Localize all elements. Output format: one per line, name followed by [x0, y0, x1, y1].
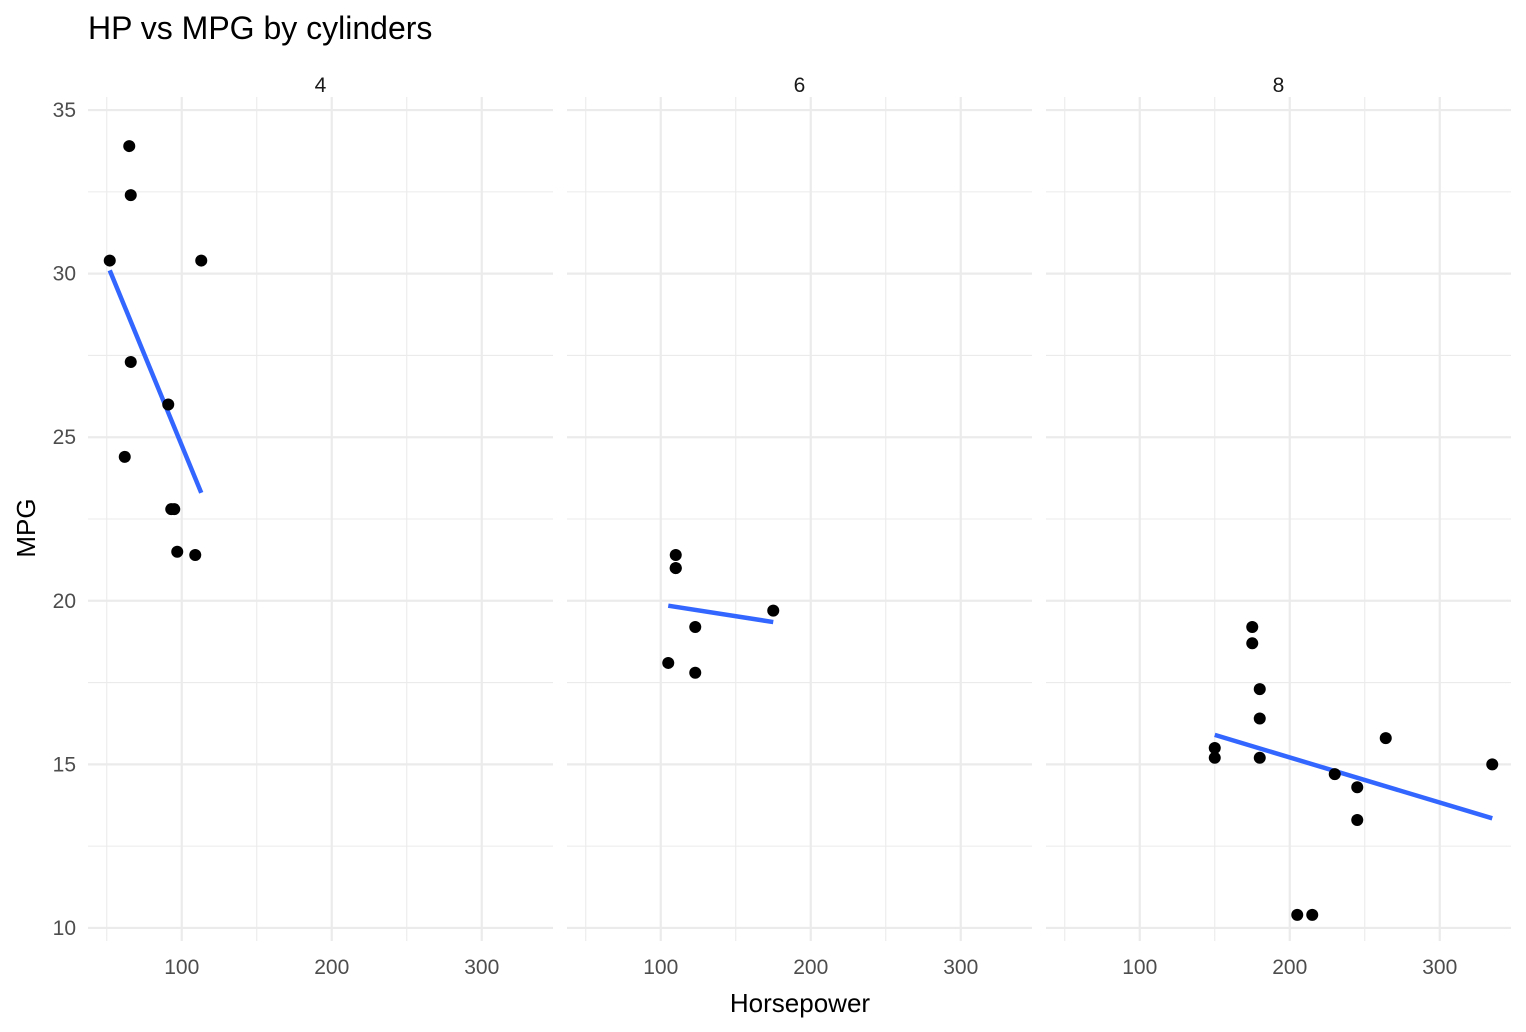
x-tick-label: 100	[1122, 956, 1157, 979]
y-axis: 10 15 20 25 30 35	[53, 99, 76, 940]
x-tick-label: 200	[314, 956, 349, 979]
facet-strip-label: 4	[315, 74, 327, 97]
data-point	[189, 548, 202, 561]
data-point	[1253, 683, 1266, 696]
x-tick-label: 300	[1422, 956, 1457, 979]
y-tick-label: 15	[53, 753, 76, 776]
facet-strip-label: 6	[794, 74, 806, 97]
y-tick-label: 20	[53, 590, 76, 613]
data-point	[1306, 908, 1319, 921]
data-point	[1208, 751, 1221, 764]
data-point	[195, 254, 208, 267]
x-tick-label: 300	[943, 956, 978, 979]
data-point	[669, 548, 682, 561]
data-point	[123, 140, 136, 153]
data-point	[689, 666, 702, 679]
data-point	[1328, 768, 1341, 781]
x-tick-label: 300	[464, 956, 499, 979]
facet-panel-8: 8 100 200 300	[1046, 74, 1511, 979]
facet-panel-4: 4 100 200 300	[88, 74, 553, 979]
y-tick-label: 10	[53, 917, 76, 940]
regression-line	[1214, 732, 1493, 821]
facet-strip-label: 8	[1273, 74, 1285, 97]
data-point	[162, 398, 175, 411]
x-tick-label: 200	[793, 956, 828, 979]
y-tick-label: 25	[53, 426, 76, 449]
data-point	[103, 254, 116, 267]
data-point	[1246, 620, 1259, 633]
regression-line	[107, 269, 204, 494]
y-tick-label: 30	[53, 263, 76, 286]
data-point	[1351, 781, 1364, 794]
facet-panels: 4 100 200 300 6 100 200 300 8 100 200 300	[88, 74, 1511, 979]
chart-title: HP vs MPG by cylinders	[88, 10, 432, 46]
data-point	[124, 189, 137, 202]
data-point	[1253, 751, 1266, 764]
data-point	[1291, 908, 1304, 921]
x-tick-label: 100	[643, 956, 678, 979]
regression-line	[667, 603, 774, 625]
x-tick-label: 100	[164, 956, 199, 979]
facet-panel-6: 6 100 200 300	[567, 74, 1032, 979]
data-point	[1253, 712, 1266, 725]
data-point	[1379, 732, 1392, 745]
data-point	[118, 450, 131, 463]
data-point	[124, 355, 137, 368]
data-point	[1486, 758, 1499, 771]
data-point	[662, 656, 675, 669]
data-point	[1208, 741, 1221, 754]
x-tick-label: 200	[1272, 956, 1307, 979]
data-point	[1351, 813, 1364, 826]
y-axis-label: MPG	[11, 498, 41, 557]
data-point	[168, 503, 181, 516]
x-axis-label: Horsepower	[730, 988, 871, 1018]
data-point	[767, 604, 780, 617]
data-point	[1246, 637, 1259, 650]
data-point	[669, 562, 682, 575]
data-point	[171, 545, 184, 558]
y-tick-label: 35	[53, 99, 76, 122]
data-point	[689, 620, 702, 633]
